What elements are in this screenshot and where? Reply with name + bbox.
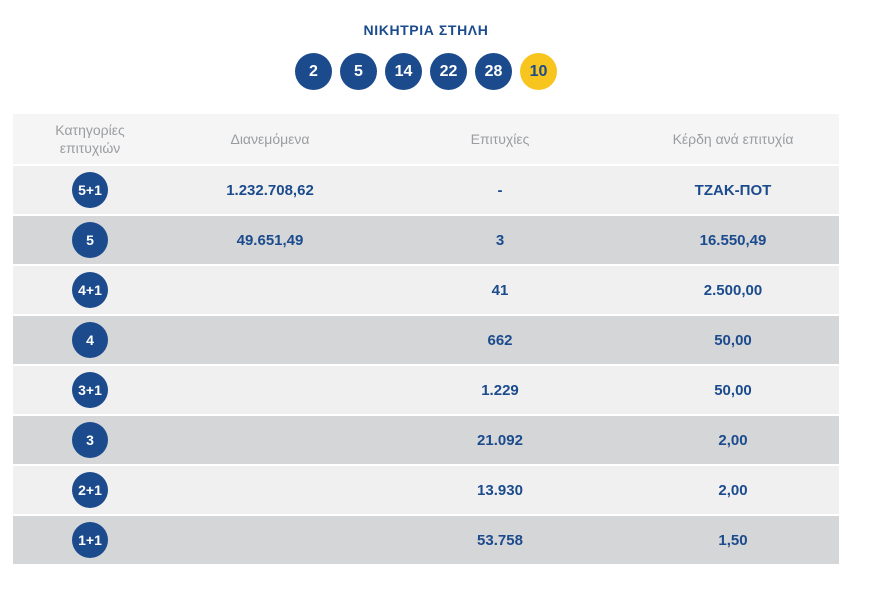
- table-row: 4+1 41 2.500,00: [13, 266, 839, 314]
- prize-cell: 2.500,00: [703, 281, 763, 299]
- category-ball: 1+1: [72, 522, 108, 558]
- category-ball: 3+1: [72, 372, 108, 408]
- header-categories: Κατηγορίες επιτυχιών: [13, 121, 167, 157]
- table-row: 3 21.092 2,00: [13, 416, 839, 464]
- header-distributed: Διανεμόμενα: [230, 130, 310, 147]
- winning-column-section: ΝΙΚΗΤΡΙΑ ΣΤΗΛΗ 2 5 14 22 28 10: [13, 0, 839, 90]
- prize-cell: 2,00: [718, 481, 748, 499]
- winners-cell: 1.229: [481, 381, 519, 399]
- winners-cell: 41: [491, 281, 509, 299]
- category-ball: 4: [72, 322, 108, 358]
- header-categories-label: Κατηγορίες επιτυχιών: [55, 121, 125, 156]
- table-row: 2+1 13.930 2,00: [13, 466, 839, 514]
- prize-cell: 50,00: [714, 331, 752, 349]
- table-row: 5+1 1.232.708,62 - ΤΖΑΚ-ΠΟΤ: [13, 166, 839, 214]
- category-cell: 1+1: [13, 522, 167, 558]
- category-ball: 2+1: [72, 472, 108, 508]
- category-ball: 5+1: [72, 172, 108, 208]
- table-row: 5 49.651,49 3 16.550,49: [13, 216, 839, 264]
- winners-cell: 53.758: [477, 531, 523, 549]
- winners-cell: 21.092: [477, 431, 523, 449]
- winning-number-ball: 28: [475, 53, 512, 90]
- winners-cell: -: [497, 181, 503, 199]
- table-row: 3+1 1.229 50,00: [13, 366, 839, 414]
- winning-number-ball: 22: [430, 53, 467, 90]
- category-cell: 4+1: [13, 272, 167, 308]
- category-cell: 2+1: [13, 472, 167, 508]
- winning-number-ball: 2: [295, 53, 332, 90]
- winners-cell: 3: [495, 231, 505, 249]
- category-cell: 5: [13, 222, 167, 258]
- content-wrapper: ΝΙΚΗΤΡΙΑ ΣΤΗΛΗ 2 5 14 22 28 10 Κατηγορίε…: [13, 0, 839, 564]
- prize-cell: 2,00: [718, 431, 748, 449]
- winning-numbers-row: 2 5 14 22 28 10: [13, 53, 839, 90]
- category-cell: 3+1: [13, 372, 167, 408]
- table-row: 1+1 53.758 1,50: [13, 516, 839, 564]
- prize-cell: 16.550,49: [699, 231, 767, 249]
- category-cell: 4: [13, 322, 167, 358]
- winners-cell: 13.930: [477, 481, 523, 499]
- winning-column-title: ΝΙΚΗΤΡΙΑ ΣΤΗΛΗ: [363, 22, 489, 38]
- table-header-row: Κατηγορίες επιτυχιών Διανεμόμενα Επιτυχί…: [13, 114, 839, 164]
- distributed-cell: 49.651,49: [236, 231, 304, 249]
- prize-cell: ΤΖΑΚ-ΠΟΤ: [694, 181, 772, 199]
- header-winners: Επιτυχίες: [470, 130, 530, 147]
- header-prize: Κέρδη ανά επιτυχία: [672, 130, 794, 147]
- category-ball: 5: [72, 222, 108, 258]
- table-row: 4 662 50,00: [13, 316, 839, 364]
- prize-cell: 1,50: [718, 531, 748, 549]
- prize-table: Κατηγορίες επιτυχιών Διανεμόμενα Επιτυχί…: [13, 114, 839, 564]
- category-ball: 3: [72, 422, 108, 458]
- winning-number-ball: 14: [385, 53, 422, 90]
- category-cell: 5+1: [13, 172, 167, 208]
- prize-cell: 50,00: [714, 381, 752, 399]
- category-cell: 3: [13, 422, 167, 458]
- joker-number-ball: 10: [520, 53, 557, 90]
- distributed-cell: 1.232.708,62: [226, 181, 314, 199]
- category-ball: 4+1: [72, 272, 108, 308]
- winning-number-ball: 5: [340, 53, 377, 90]
- winners-cell: 662: [487, 331, 513, 349]
